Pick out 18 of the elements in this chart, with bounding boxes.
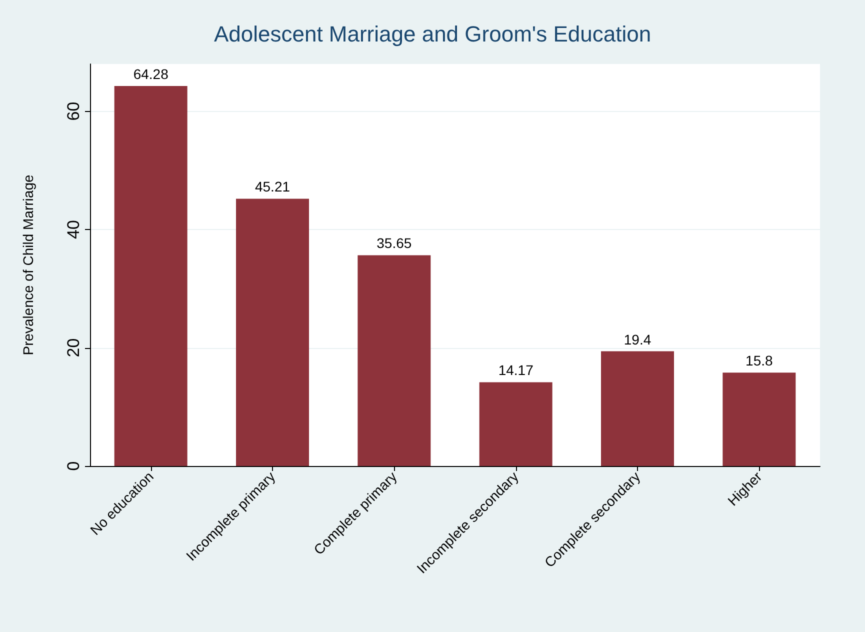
bar [601,351,674,466]
bar [358,255,431,466]
data-label: 64.28 [133,66,169,82]
y-tick-label: 20 [64,338,83,358]
chart-title: Adolescent Marriage and Groom's Education [214,22,652,46]
data-label: 45.21 [254,178,290,195]
data-label: 14.17 [498,362,534,378]
bar [236,198,309,466]
bar [114,86,188,466]
y-tick-label: 0 [64,461,83,471]
bar [722,372,796,466]
data-label: 35.65 [376,235,412,252]
y-tick-label: 60 [64,102,83,121]
data-label: 19.4 [624,331,652,348]
bar [479,382,552,466]
y-axis-title: Prevalence of Child Marriage [20,174,36,356]
y-tick-label: 40 [64,220,83,239]
data-label: 15.8 [746,352,774,369]
